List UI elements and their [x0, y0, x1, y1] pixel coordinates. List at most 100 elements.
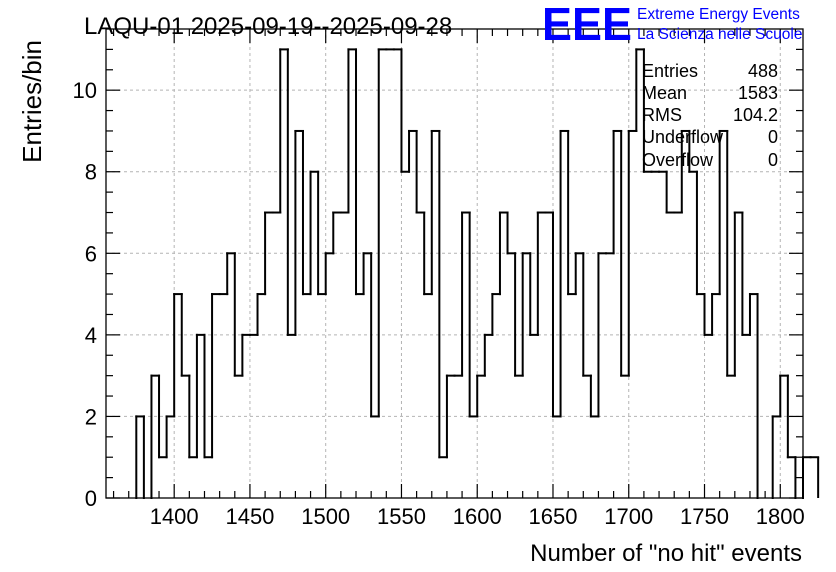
histogram-bin — [786, 374, 797, 459]
stats-label-overflow: Overflow — [642, 150, 714, 170]
y-tick-labels: 0 2 4 6 8 10 — [73, 78, 97, 511]
histogram-bin — [620, 129, 630, 377]
x-tick-label: 1650 — [529, 504, 578, 529]
histogram-bin — [635, 48, 645, 132]
histogram-bin — [294, 129, 304, 336]
histogram-bin — [514, 252, 524, 377]
stats-value-entries: 488 — [748, 61, 778, 81]
y-tick-label: 6 — [85, 241, 97, 266]
histogram-bin — [597, 252, 608, 418]
histogram-bin — [324, 252, 335, 296]
y-tick-label: 2 — [85, 404, 97, 429]
x-axis-label: Number of "no hit" events — [530, 540, 802, 567]
histogram-bin — [135, 415, 145, 499]
histogram-bin — [188, 374, 198, 459]
y-tick-label: 4 — [85, 323, 97, 348]
histogram-bin — [536, 211, 547, 336]
logo-line-2: La Scienza nelle Scuole — [637, 26, 802, 43]
histogram-bin — [551, 211, 562, 418]
histogram-bin — [203, 333, 214, 459]
histogram-bin — [347, 48, 358, 214]
histogram-bin — [476, 374, 486, 418]
stats-value-underflow: 0 — [768, 127, 778, 147]
eee-logo: EEE Extreme Energy Events La Scienza nel… — [542, 0, 802, 50]
stats-value-overflow: 0 — [768, 150, 778, 170]
stats-value-mean: 1583 — [738, 83, 778, 103]
histogram-bin — [233, 252, 244, 377]
logo-eee-text: EEE — [542, 0, 632, 50]
histogram-bin — [491, 293, 501, 336]
histogram-bin — [506, 211, 517, 255]
histogram-bin — [355, 48, 365, 296]
plot-frame — [105, 28, 804, 499]
histogram-bin — [445, 374, 456, 459]
y-axis-label: Entries/bin — [17, 40, 47, 163]
histogram-bin — [726, 129, 736, 377]
logo-line-1: Extreme Energy Events — [637, 6, 800, 23]
histogram-bin — [574, 252, 585, 296]
histogram-bin — [301, 129, 312, 296]
histogram-bin — [612, 129, 623, 255]
histogram-bin — [688, 129, 698, 173]
histogram-bin — [241, 333, 251, 377]
histogram-bin — [582, 252, 592, 377]
histogram-bars — [135, 48, 820, 499]
y-tick-label: 10 — [73, 78, 97, 103]
histogram-bin — [771, 415, 782, 499]
x-tick-label: 1550 — [377, 504, 426, 529]
x-tick-label: 1800 — [756, 504, 805, 529]
histogram-bin — [165, 415, 176, 459]
x-tick-label: 1450 — [225, 504, 274, 529]
histogram-bin — [779, 374, 789, 418]
histogram-bin — [195, 333, 206, 459]
histogram-bin — [589, 374, 600, 418]
histogram-bin — [150, 374, 161, 499]
stats-box: Entries 488 Mean 1583 RMS 104.2 Underflo… — [642, 61, 778, 170]
histogram-bin — [226, 252, 236, 296]
histogram-bin — [468, 211, 479, 418]
x-tick-label: 1600 — [453, 504, 502, 529]
histogram-bin — [158, 374, 168, 459]
histogram-bin — [711, 293, 721, 336]
histogram-bin — [211, 293, 221, 459]
histogram-bin — [423, 211, 433, 296]
histogram-bin — [521, 252, 532, 377]
stats-label-mean: Mean — [642, 83, 687, 103]
histogram-bin — [748, 293, 759, 336]
histogram-bin — [741, 211, 751, 336]
histogram-bin — [642, 48, 653, 173]
histogram-bin — [400, 48, 411, 173]
histogram-bin — [627, 129, 638, 377]
histogram-bin — [529, 252, 539, 336]
histogram-bin — [415, 129, 426, 214]
histogram-bin — [559, 129, 570, 418]
histogram-bin — [567, 129, 577, 296]
histogram-bin — [483, 333, 494, 377]
histogram-bin — [695, 170, 706, 296]
histogram-bin — [317, 170, 327, 296]
stats-label-underflow: Underflow — [642, 127, 724, 147]
histogram-bin — [461, 211, 471, 377]
stats-value-rms: 104.2 — [733, 105, 778, 125]
histogram-bin — [680, 129, 691, 214]
stats-label-rms: RMS — [642, 105, 682, 125]
histogram-bin — [286, 48, 297, 336]
histogram-bin — [408, 129, 418, 173]
histogram-bin — [370, 252, 380, 418]
histogram-bin — [377, 48, 388, 418]
x-tick-labels: 1400 1450 1500 1550 1600 1650 1700 1750 1800 — [150, 504, 805, 529]
y-tick-label: 8 — [85, 160, 97, 185]
histogram-bin — [180, 293, 191, 377]
histogram-bin — [430, 129, 441, 296]
histogram-bin — [718, 129, 729, 296]
x-tick-label: 1500 — [301, 504, 350, 529]
histogram-bin — [309, 170, 320, 296]
x-tick-label: 1750 — [680, 504, 729, 529]
histogram-bin — [173, 293, 183, 418]
histogram-bin — [264, 211, 274, 296]
histogram-bin — [733, 211, 744, 377]
axis-ticks — [106, 29, 803, 499]
histogram-bin — [256, 293, 267, 336]
x-tick-label: 1400 — [150, 504, 199, 529]
